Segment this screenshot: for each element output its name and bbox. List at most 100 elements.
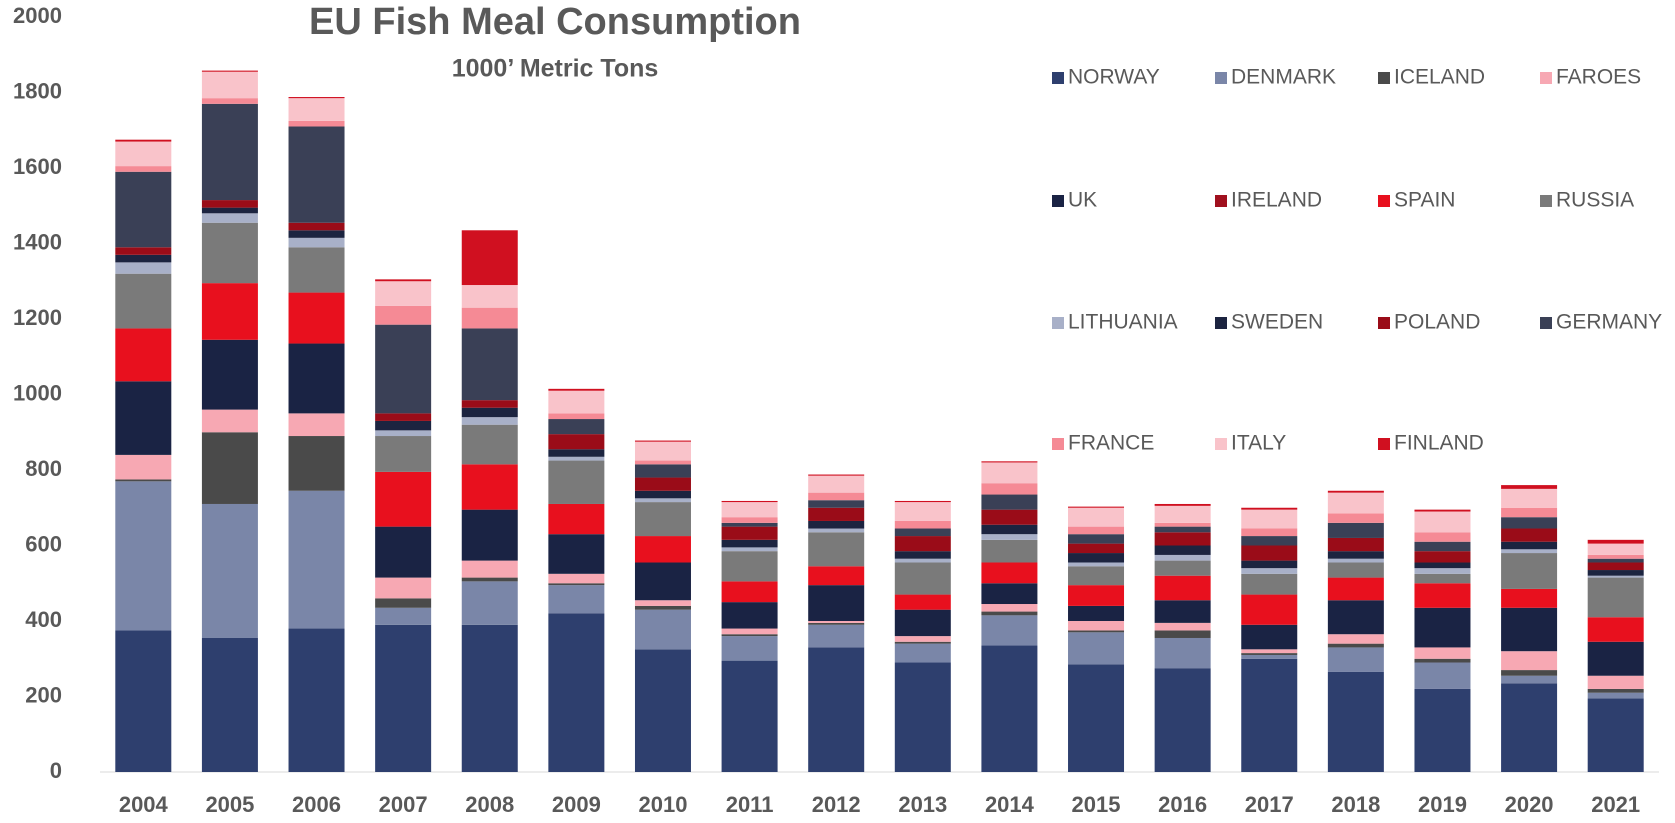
bar-segment	[288, 343, 345, 414]
bar-segment	[115, 166, 172, 172]
bar-segment	[1068, 630, 1125, 633]
bar-segment	[201, 71, 258, 99]
bar-segment	[981, 461, 1038, 463]
bar-segment	[1241, 509, 1298, 529]
bar-segment	[288, 126, 345, 223]
bar-segment	[1327, 643, 1384, 648]
bar-segment	[288, 628, 345, 772]
legend-swatch	[1052, 317, 1064, 329]
bar-segment	[461, 328, 518, 401]
y-tick-label: 1400	[13, 229, 62, 254]
legend-swatch	[1378, 438, 1390, 450]
bar-segment	[981, 494, 1038, 510]
bar-segment	[115, 328, 172, 382]
bar-segment	[375, 607, 432, 625]
legend-swatch	[1215, 438, 1227, 450]
bar-segment	[1414, 511, 1471, 533]
bar-segment	[1154, 545, 1211, 555]
bar-segment	[981, 645, 1038, 772]
bar-segment	[1414, 583, 1471, 608]
bar-segment	[115, 381, 172, 455]
bar-segment	[634, 600, 691, 606]
bar-segment	[1068, 566, 1125, 586]
bar-segment	[1587, 692, 1644, 699]
bar-segment	[981, 611, 1038, 616]
bar-segment	[288, 120, 345, 127]
x-tick-label: 2011	[726, 792, 774, 817]
bar-segment	[721, 634, 778, 637]
bar-segment	[634, 498, 691, 503]
bar-segment	[288, 97, 345, 99]
x-tick-label: 2013	[898, 792, 947, 817]
bar-segment	[115, 479, 172, 482]
legend-swatch	[1378, 195, 1390, 207]
bar-segment	[548, 460, 605, 504]
bar-segment	[461, 424, 518, 465]
legend-swatch	[1540, 72, 1552, 84]
bar-segment	[721, 547, 778, 552]
bar-segment	[461, 230, 518, 286]
bar-segment	[808, 621, 865, 623]
bar-segment	[461, 577, 518, 582]
bar-segment	[808, 532, 865, 567]
bar-segment	[1501, 553, 1558, 589]
bar-segment	[1154, 630, 1211, 638]
bar-segment	[1501, 683, 1558, 772]
bar-segment	[201, 339, 258, 410]
bar-segment	[981, 534, 1038, 540]
legend-label: FAROES	[1556, 66, 1641, 89]
x-tick-label: 2015	[1072, 792, 1121, 817]
bar-segment	[981, 604, 1038, 612]
x-tick-label: 2012	[812, 792, 861, 817]
bar-segment	[721, 526, 778, 540]
bar-segment	[634, 440, 691, 442]
bar-segment	[1154, 637, 1211, 669]
bar-segment	[1414, 551, 1471, 563]
legend-label: ICELAND	[1394, 66, 1485, 89]
bar-segment	[1068, 562, 1125, 567]
bar-segment	[115, 247, 172, 255]
x-tick-label: 2021	[1591, 792, 1640, 817]
x-tick-label: 2007	[379, 792, 428, 817]
bar-segment	[1414, 541, 1471, 552]
bar-segment	[1414, 562, 1471, 569]
bar-segment	[1501, 485, 1558, 489]
x-tick-label: 2006	[292, 792, 341, 817]
bar-segment	[894, 558, 951, 563]
legend-swatch	[1215, 317, 1227, 329]
bar-segment	[634, 502, 691, 537]
bar-segment	[1327, 577, 1384, 601]
bar-segment	[115, 454, 172, 480]
bar-segment	[548, 419, 605, 435]
bar-segment	[1068, 534, 1125, 544]
bar-segment	[461, 407, 518, 418]
bar-segment	[1587, 543, 1644, 555]
bar-segment	[548, 449, 605, 457]
bar-segment	[1327, 492, 1384, 514]
bar-segment	[1068, 507, 1125, 527]
bar-segment	[1241, 654, 1298, 659]
bar-segment	[894, 641, 951, 644]
bar-segment	[1327, 537, 1384, 552]
bar-segment	[548, 388, 605, 391]
legend-swatch	[1540, 195, 1552, 207]
bar-segment	[115, 141, 172, 167]
bar-segment	[461, 624, 518, 772]
bar-segment	[1327, 647, 1384, 672]
bar-segment	[721, 502, 778, 518]
bar-segment	[981, 483, 1038, 495]
legend-label: DENMARK	[1231, 66, 1336, 89]
bar-segment	[1241, 594, 1298, 625]
bar-segment	[1327, 490, 1384, 493]
bar-segment	[894, 520, 951, 529]
bar-segment	[1501, 507, 1558, 518]
bar-segment	[548, 534, 605, 574]
bar-segment	[201, 200, 258, 208]
bar-segment	[1501, 528, 1558, 542]
legend-swatch	[1052, 72, 1064, 84]
y-tick-label: 400	[25, 607, 62, 632]
bar-segment	[1327, 634, 1384, 644]
bar-segment	[1241, 536, 1298, 546]
bar-segment	[1501, 651, 1558, 671]
